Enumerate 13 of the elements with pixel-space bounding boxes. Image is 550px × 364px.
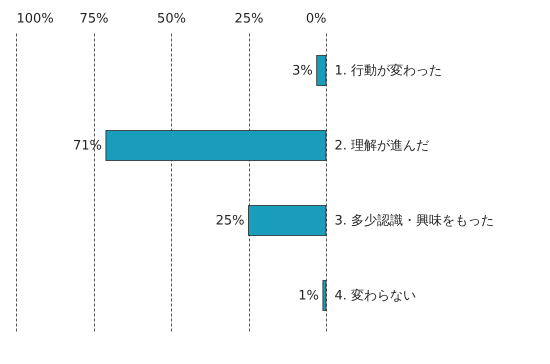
data-label: 1% [298,288,319,304]
y-tick-label: 2. 理解が進んだ [334,138,430,154]
x-tick-label: 75% [80,12,108,26]
x-tick-label: 50% [157,12,186,26]
data-label: 3% [292,64,313,78]
x-tick-label: 0% [306,12,326,26]
y-tick-label: 4. 変わらない [334,288,416,304]
y-tick-label: 3. 多少認識・興味をもった [334,214,494,228]
x-tick-label: 25% [234,12,264,26]
data-label: 71% [72,138,102,154]
y-tick-label: 1. 行動が変わった [334,62,442,78]
x-tick-label: 100% [16,12,54,26]
data-label: 25% [216,214,244,228]
